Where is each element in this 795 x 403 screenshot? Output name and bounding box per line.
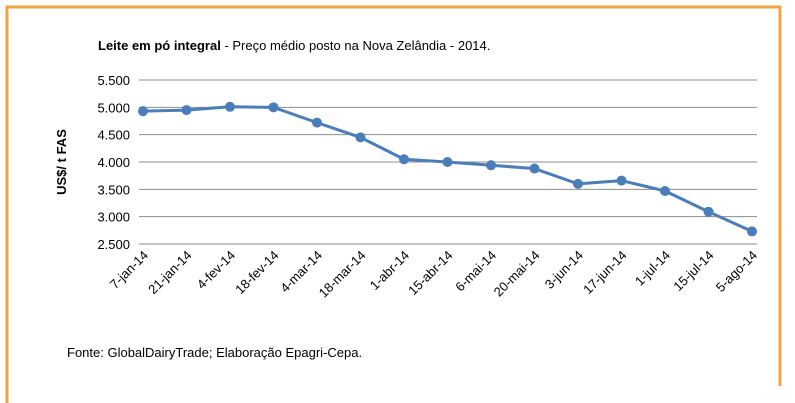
y-tick-label: 2.500 — [97, 237, 130, 252]
x-tick-label: 5-ago-14 — [713, 248, 760, 295]
x-tick-label: 17-jun-14 — [580, 248, 629, 297]
x-tick-label: 3-jun-14 — [542, 248, 586, 292]
y-tick-label: 5.000 — [97, 100, 130, 115]
series-line — [142, 105, 753, 233]
data-point — [268, 102, 279, 113]
chart-title: Leite em pó integral - Preço médio posto… — [98, 38, 490, 53]
title-bold: Leite em pó integral — [98, 38, 221, 53]
y-tick-label: 3.500 — [97, 182, 130, 197]
data-point — [616, 175, 627, 186]
x-tick-label: 15-jul-14 — [670, 248, 716, 294]
x-tick-label: 18-mar-14 — [316, 248, 369, 301]
y-axis-label: US$/ t FAS — [54, 129, 69, 195]
data-point — [660, 185, 670, 196]
x-tick-label: 18-fev-14 — [232, 248, 281, 297]
x-tick-label: 21-jan-14 — [145, 248, 194, 297]
source-note: Fonte: GlobalDairyTrade; Elaboração Epag… — [67, 345, 362, 360]
x-tick-label: 20-mai-14 — [491, 248, 543, 300]
x-tick-label: 1-jul-14 — [632, 248, 673, 289]
y-tick-label: 5.500 — [97, 73, 130, 88]
data-point — [442, 157, 453, 167]
data-point — [355, 132, 366, 143]
data-point — [486, 160, 496, 171]
x-tick-label: 15-abr-14 — [405, 248, 455, 298]
data-point — [225, 101, 235, 112]
y-tick-label: 3.000 — [97, 210, 130, 225]
x-tick-label: 4-fev-14 — [194, 248, 238, 292]
frame — [5, 5, 782, 403]
x-tick-label: 7-jan-14 — [107, 248, 151, 292]
data-point — [529, 163, 540, 174]
data-point — [312, 117, 322, 128]
y-tick-label: 4.000 — [97, 155, 130, 170]
data-point — [138, 106, 148, 117]
data-point — [399, 154, 409, 165]
data-point — [573, 178, 583, 189]
data-point — [181, 105, 192, 116]
chart-subtitle: - Preço médio posto na Nova Zelândia - 2… — [224, 38, 490, 53]
y-tick-label: 4.500 — [97, 128, 130, 143]
data-point — [747, 226, 757, 237]
data-point — [703, 206, 714, 217]
